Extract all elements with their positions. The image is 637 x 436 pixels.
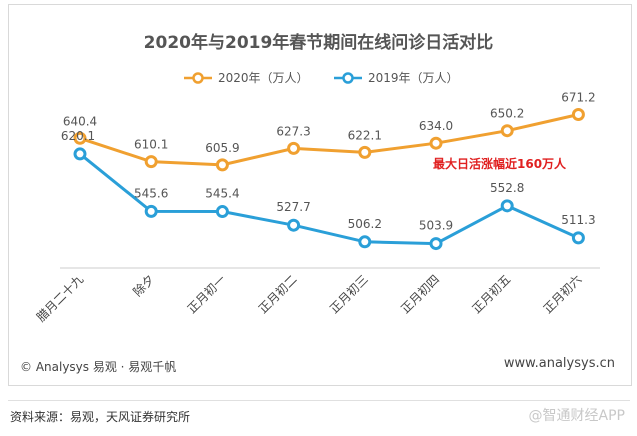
point-2019-5 (429, 237, 443, 251)
legend-marker-1 (342, 72, 354, 84)
website-text: www.analysys.cn (503, 356, 615, 371)
annotation-text: 最大日活涨幅近160万人 (433, 156, 567, 171)
data-label-2019-0: 620.1 (61, 129, 95, 143)
source-note: 资料来源：易观，天风证券研究所 (10, 410, 191, 424)
chart-title: 2020年与2019年春节期间在线问诊日活对比 (143, 33, 494, 53)
point-2019-6 (500, 199, 514, 213)
data-label-2019-5: 503.9 (419, 219, 453, 233)
data-label-2020-2: 605.9 (205, 141, 239, 155)
data-label-2019-7: 511.3 (561, 213, 595, 227)
point-2020-0 (73, 131, 87, 145)
point-2020-7 (571, 108, 585, 122)
x-tick-label-0: 腊月二十九 (34, 272, 86, 324)
data-label-2020-5: 634.0 (419, 119, 453, 133)
point-2020-3 (287, 141, 301, 155)
data-label-2020-1: 610.1 (134, 138, 168, 152)
x-tick-label-6: 正月初五 (469, 272, 513, 316)
data-label-2019-1: 545.6 (134, 186, 168, 200)
series-line-2019 (79, 152, 580, 246)
x-tick-label-2: 正月初一 (185, 272, 229, 316)
point-2020-4 (358, 145, 372, 159)
x-tick-label-5: 正月初四 (398, 272, 442, 316)
legend-label-1: 2019年（万人） (368, 71, 459, 85)
point-2020-2 (215, 158, 229, 172)
x-tick-label-3: 正月初二 (256, 272, 300, 316)
x-tick-label-7: 正月初六 (541, 272, 585, 316)
legend-marker-0 (192, 72, 204, 84)
data-label-2020-4: 622.1 (348, 128, 382, 142)
data-label-2019-2: 545.4 (205, 187, 239, 201)
data-label-2020-6: 650.2 (490, 107, 524, 121)
chart-panel (8, 4, 632, 386)
x-tick-label-4: 正月初三 (327, 272, 371, 316)
data-label-2019-6: 552.8 (490, 181, 524, 195)
copyright-text: © Analysys 易观 · 易观千帆 (20, 360, 177, 374)
series-line-2020 (79, 113, 579, 167)
data-label-2019-4: 506.2 (348, 217, 382, 231)
point-2019-2 (215, 205, 229, 219)
data-label-2019-3: 527.7 (276, 200, 310, 214)
data-label-2020-0: 640.4 (63, 114, 97, 128)
divider (8, 400, 630, 401)
point-2019-0 (73, 147, 87, 161)
point-2019-1 (144, 204, 158, 218)
data-label-2020-7: 671.2 (561, 91, 595, 105)
point-2019-7 (571, 231, 585, 245)
point-2020-1 (144, 155, 158, 169)
point-2019-4 (358, 235, 372, 249)
point-2020-5 (429, 136, 443, 150)
point-2020-6 (500, 124, 514, 138)
legend-label-0: 2020年（万人） (218, 71, 309, 85)
data-label-2020-3: 627.3 (276, 124, 310, 138)
brand-watermark: @智通财经APP (528, 408, 625, 424)
point-2019-3 (287, 218, 301, 232)
x-tick-label-1: 除夕 (130, 272, 158, 300)
